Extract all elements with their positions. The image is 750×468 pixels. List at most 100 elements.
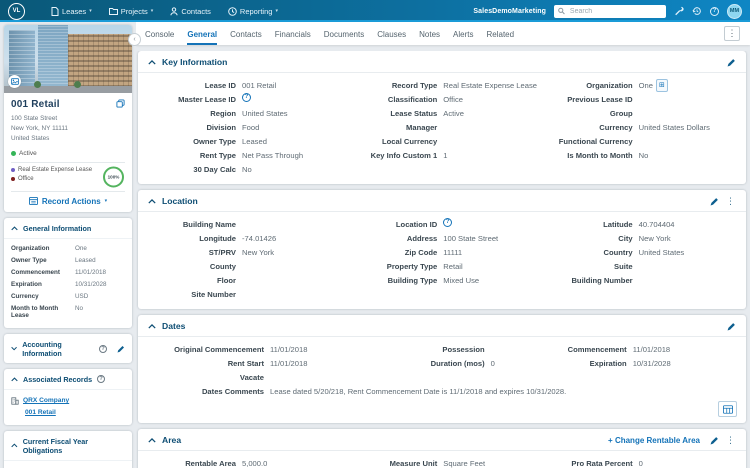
value-text: No — [638, 151, 649, 160]
org-chart-icon[interactable]: ⊞ — [655, 79, 668, 92]
chevron-up-icon[interactable] — [148, 59, 156, 65]
dates-schedule-button[interactable] — [718, 401, 737, 417]
section-title: Key Information — [162, 57, 228, 67]
avatar[interactable]: MM — [727, 3, 742, 19]
edit-icon[interactable] — [710, 436, 719, 445]
accounting-information-header[interactable]: Accounting Information ? — [4, 334, 132, 363]
copy-icon[interactable] — [116, 99, 125, 108]
tab[interactable]: General — [187, 23, 217, 45]
photo-street — [4, 86, 132, 93]
field-label: County — [209, 262, 236, 271]
section-menu-icon[interactable]: ⋮ — [726, 434, 735, 445]
search-input[interactable] — [567, 6, 662, 16]
field-value: No — [639, 149, 649, 162]
sidebar-field-row: Expiration 10/31/2028 — [11, 281, 125, 288]
account-name[interactable]: SalesDemoMarketing — [473, 7, 546, 15]
building-photo — [4, 25, 132, 93]
field-row: Owner Type Leased — [146, 135, 347, 149]
field-label: Possession — [442, 345, 485, 354]
field-label: Lease Status — [390, 109, 438, 118]
vl-logo[interactable]: VL — [8, 2, 25, 20]
help-icon[interactable]: ? — [710, 6, 719, 16]
occupancy-ring: 100% — [103, 166, 124, 188]
history-icon[interactable] — [692, 6, 702, 16]
help-icon[interactable]: ? — [97, 375, 106, 384]
lease-record-link[interactable]: 001 Retail — [25, 408, 56, 416]
qrx-company-link[interactable]: QRX Company — [23, 397, 70, 405]
nav-reporting[interactable]: Reporting ▾ — [228, 7, 278, 16]
general-information-header[interactable]: General Information — [4, 218, 132, 238]
field-value: 40.704404 — [639, 218, 675, 231]
change-rentable-area-link[interactable]: + Change Rentable Area — [608, 435, 700, 445]
field-row: Measure Unit Square Feet — [347, 457, 542, 468]
field-value: United States — [639, 246, 685, 259]
photo-gallery-icon[interactable] — [8, 75, 21, 88]
dates-header: Dates — [138, 315, 746, 337]
divider — [11, 190, 125, 192]
field-row: Suite — [543, 260, 738, 274]
tab[interactable]: Documents — [323, 29, 365, 39]
nav-contacts[interactable]: Contacts — [170, 7, 211, 16]
value-text: No — [242, 165, 252, 174]
chevron-up-icon[interactable] — [148, 323, 156, 329]
field-value: 1 — [443, 149, 447, 162]
help-icon[interactable]: ? — [443, 218, 453, 227]
tab[interactable]: Notes — [419, 29, 441, 39]
edit-icon[interactable] — [727, 58, 736, 67]
field-row: Master Lease ID ? — [146, 93, 347, 107]
help-icon[interactable]: ? — [242, 93, 251, 102]
legend-label: Real Estate Expense Lease — [18, 166, 93, 173]
tab[interactable]: Contacts — [230, 29, 262, 39]
field-label: Owner Type — [193, 137, 236, 146]
nav-leases[interactable]: Leases ▾ — [51, 6, 92, 16]
person-icon — [170, 6, 178, 15]
section-menu-icon[interactable]: ⋮ — [726, 195, 735, 206]
field-label: Currency — [11, 292, 39, 300]
field-label: ST/PRV — [208, 248, 236, 257]
value-text: 11111 — [443, 248, 463, 257]
section-title: Dates — [162, 321, 186, 331]
tools-icon[interactable] — [674, 6, 684, 16]
edit-icon[interactable] — [710, 197, 719, 206]
search-box[interactable] — [554, 4, 666, 18]
chevron-up-icon[interactable] — [148, 198, 156, 204]
page-menu-button[interactable]: ⋮ — [724, 26, 740, 41]
record-actions-button[interactable]: Record Actions ▾ — [28, 197, 107, 206]
chevron-up-icon[interactable] — [148, 437, 156, 443]
field-value: 11/01/2018 — [270, 343, 307, 356]
associated-records-header[interactable]: Associated Records ? — [4, 369, 132, 389]
field-value: Real Estate Expense Lease — [443, 79, 537, 92]
edit-icon[interactable] — [727, 322, 736, 331]
value-text: New York — [638, 234, 671, 243]
field-value: 11/01/2018 — [633, 343, 670, 356]
value-text: 40.704404 — [638, 220, 675, 229]
sidebar-collapse-handle[interactable]: ‹ — [128, 33, 141, 46]
tab[interactable]: Alerts — [453, 29, 474, 39]
field-label: Commencement — [11, 268, 60, 276]
tab[interactable]: Financials — [274, 29, 311, 39]
record-type-legend: Real Estate Expense Lease Office 100% — [11, 166, 125, 188]
grid-icon — [722, 404, 733, 414]
field-label: Pro Rata Percent — [571, 459, 633, 468]
value-text: New York — [242, 248, 275, 257]
value-text: Mixed Use — [443, 276, 480, 285]
chevron-up-icon — [11, 377, 18, 382]
tab[interactable]: Related — [486, 29, 515, 39]
field-value: No — [242, 163, 252, 176]
tab[interactable]: Clauses — [377, 29, 407, 39]
nav-projects[interactable]: Projects ▾ — [108, 7, 153, 16]
address-line: 100 State Street — [11, 115, 58, 122]
edit-icon[interactable] — [117, 345, 125, 353]
tab[interactable]: Console — [145, 29, 175, 39]
nav-label: Leases — [62, 6, 87, 16]
fiscal-obligations-header[interactable]: Current Fiscal Year Obligations — [4, 431, 132, 460]
field-value: 0 — [639, 457, 643, 468]
help-icon[interactable]: ? — [99, 344, 107, 353]
sidebar-field-row: Commencement 11/01/2018 — [11, 269, 125, 276]
company-icon — [11, 397, 19, 405]
field-row: Record Type Real Estate Expense Lease — [347, 79, 542, 93]
field-label: Local Currency — [381, 137, 438, 146]
field-row: Original Commencement 11/01/2018 — [146, 343, 395, 357]
lease-address: 100 State Street New York, NY 11111 Unit… — [11, 114, 125, 144]
field-label: Building Number — [571, 276, 633, 285]
